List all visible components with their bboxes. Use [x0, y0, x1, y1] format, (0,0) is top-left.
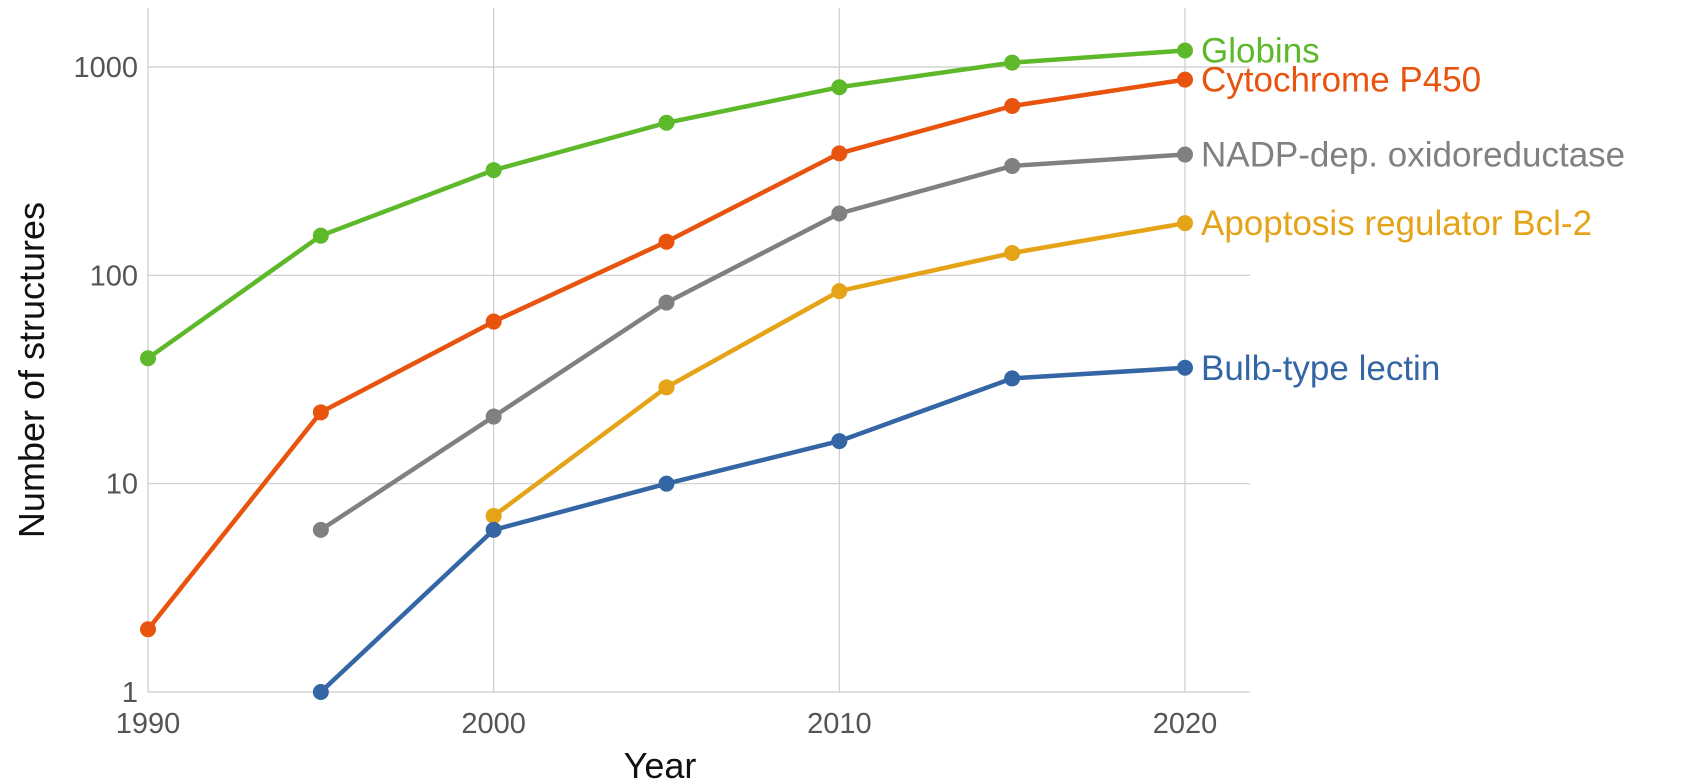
data-point-4-1 [485, 521, 502, 538]
data-point-4-3 [831, 433, 848, 450]
data-point-1-4 [831, 145, 848, 162]
data-point-0-1 [312, 227, 329, 244]
data-point-2-2 [658, 294, 675, 311]
series-label-0: Globins [1201, 32, 1320, 71]
data-point-0-3 [658, 114, 675, 131]
series-3 [485, 215, 1193, 524]
x-tick-label-2000: 2000 [461, 708, 526, 740]
x-tick-label-2020: 2020 [1153, 708, 1218, 740]
data-point-2-1 [485, 408, 502, 425]
data-point-1-0 [140, 621, 156, 638]
series-0 [140, 42, 1193, 367]
data-point-2-5 [1177, 146, 1193, 163]
data-point-3-0 [485, 507, 502, 524]
data-point-0-6 [1177, 42, 1193, 59]
data-point-4-5 [1177, 359, 1193, 376]
y-tick-label-10: 10 [106, 469, 138, 501]
data-point-0-2 [485, 162, 502, 179]
data-point-4-2 [658, 475, 675, 492]
series-2 [312, 146, 1193, 538]
data-point-1-1 [312, 404, 329, 421]
series-line-1 [145, 77, 1188, 632]
data-point-1-3 [658, 233, 675, 250]
series-4 [312, 359, 1193, 700]
data-point-2-3 [831, 205, 848, 222]
series-label-3: Apoptosis regulator Bcl-2 [1201, 204, 1592, 243]
data-point-3-2 [831, 283, 848, 300]
series-line-4 [318, 365, 1188, 695]
y-tick-label-100: 100 [90, 260, 138, 292]
data-point-4-0 [312, 684, 329, 700]
data-point-0-5 [1004, 54, 1021, 71]
x-tick-label-2010: 2010 [807, 708, 872, 740]
y-axis-title: Number of structures [11, 202, 52, 538]
grid-lines [147, 8, 1250, 693]
data-point-4-4 [1004, 370, 1021, 387]
data-point-0-0 [140, 350, 156, 367]
y-tick-label-1: 1 [122, 677, 138, 709]
data-point-2-4 [1004, 157, 1021, 174]
series-line-2 [318, 152, 1188, 533]
data-point-1-6 [1177, 71, 1193, 88]
data-point-0-4 [831, 79, 848, 96]
data-point-2-0 [312, 521, 329, 538]
series-line-0 [145, 48, 1188, 361]
data-point-3-3 [1004, 244, 1021, 261]
series-label-1: Cytochrome P450 [1201, 61, 1481, 100]
series-1 [140, 71, 1193, 638]
axis-tick-labels: 1990 2000 2010 2020 1 10 100 1000 [73, 52, 1217, 740]
data-point-1-2 [485, 313, 502, 330]
data-point-3-4 [1177, 215, 1193, 232]
data-point-1-5 [1004, 97, 1021, 114]
x-axis-title: Year [624, 745, 697, 783]
series-lines [140, 42, 1193, 700]
y-tick-label-1000: 1000 [73, 52, 138, 84]
data-point-3-1 [658, 379, 675, 396]
x-tick-label-1990: 1990 [116, 708, 181, 740]
series-label-2: NADP-dep. oxidoreductase [1201, 136, 1625, 175]
series-label-4: Bulb-type lectin [1201, 349, 1440, 388]
